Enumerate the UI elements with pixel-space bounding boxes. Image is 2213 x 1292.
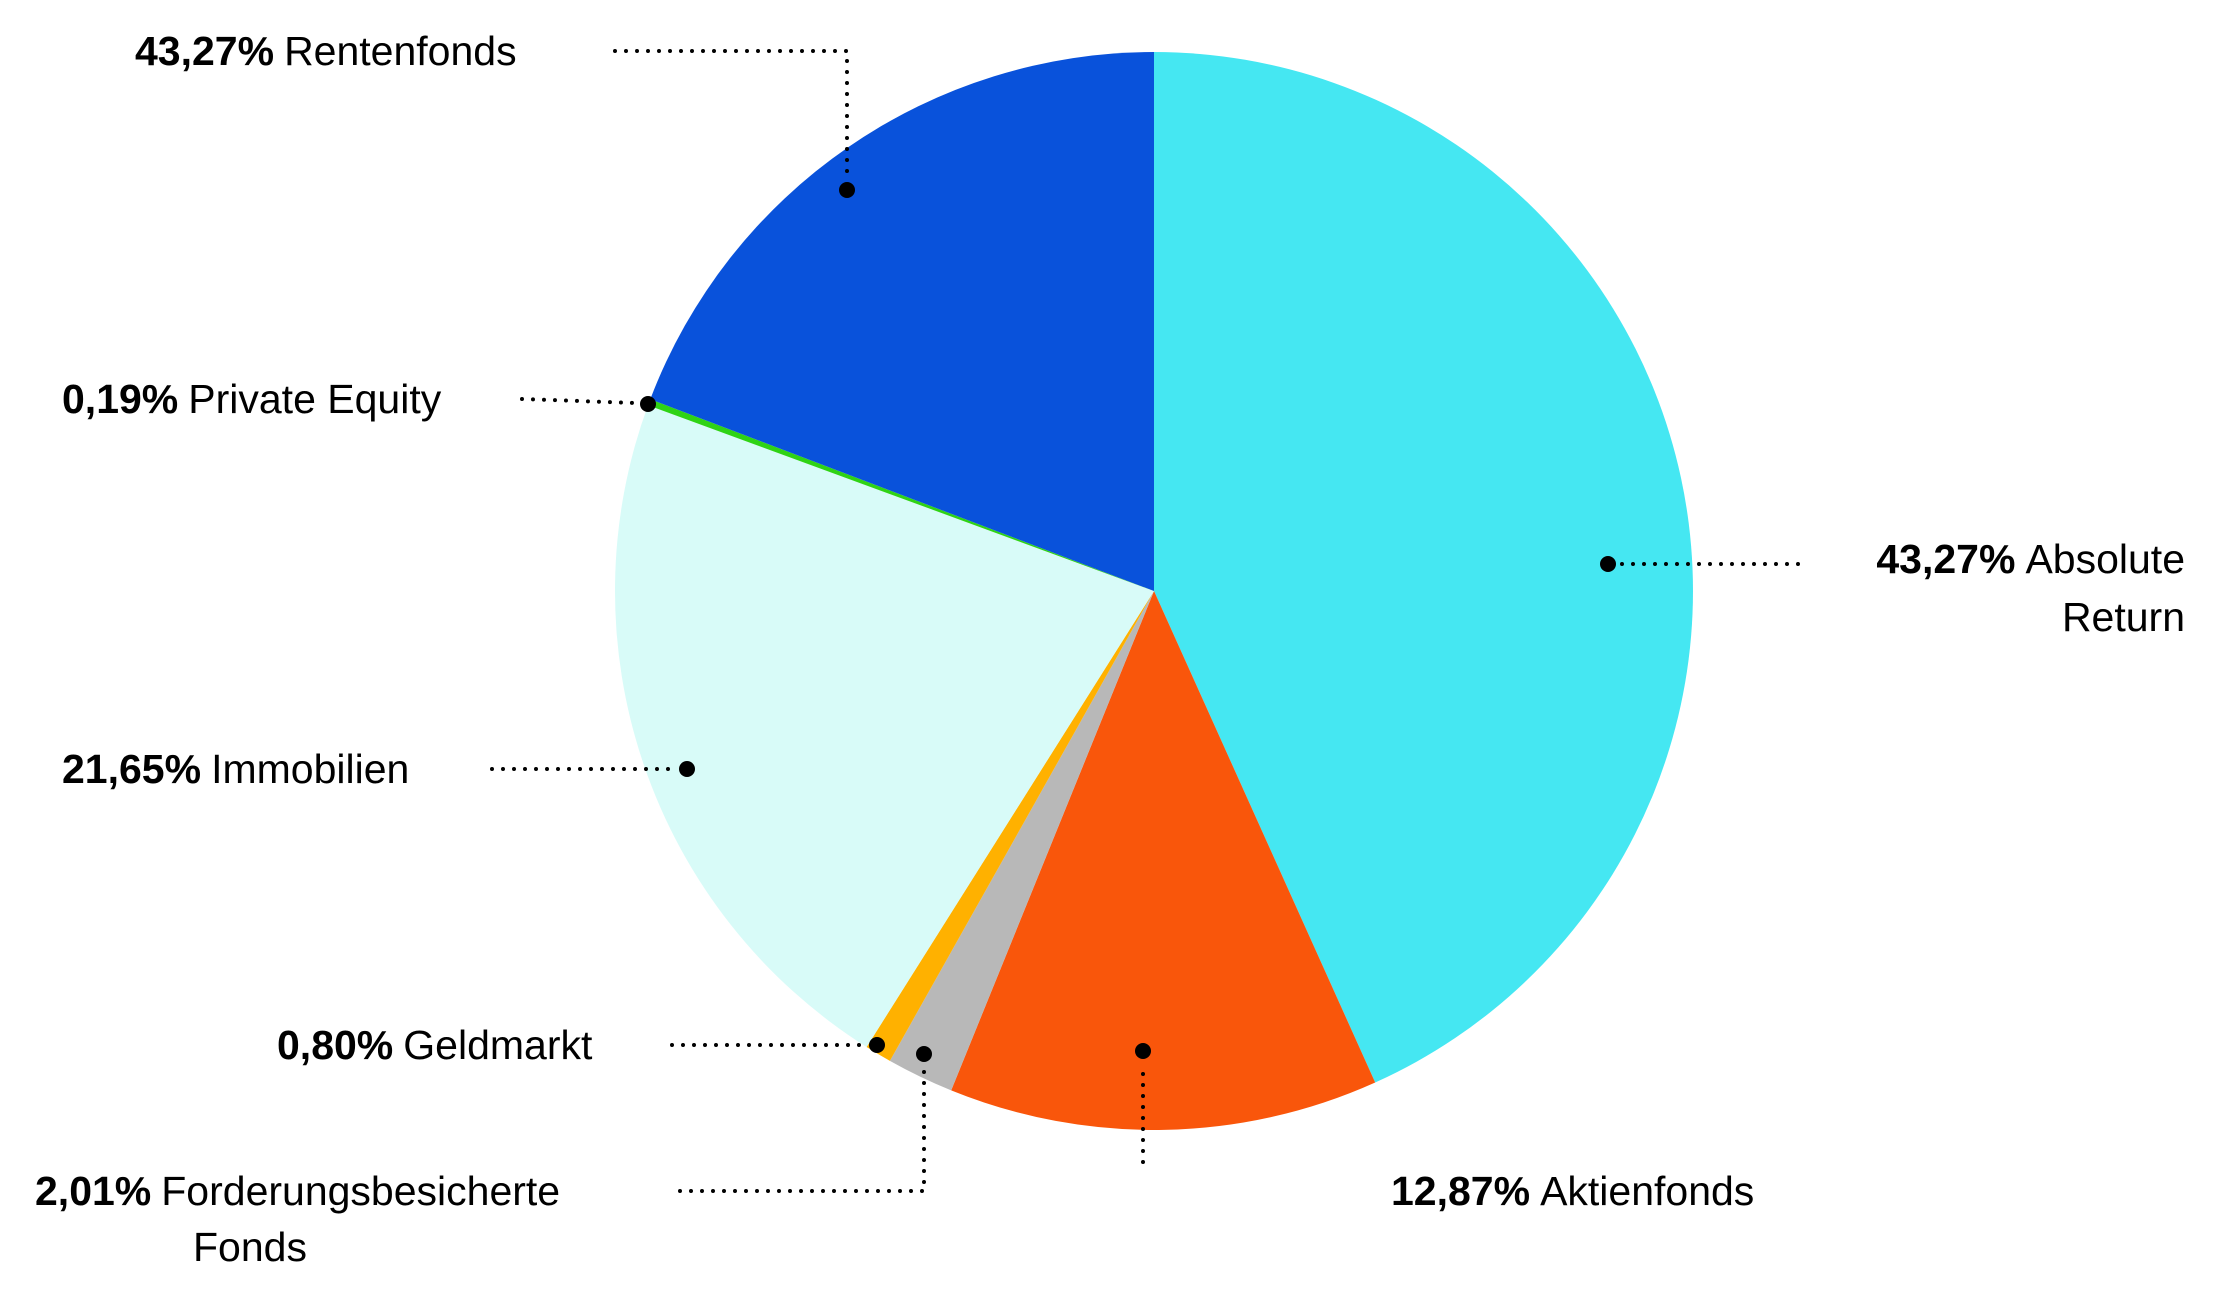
leader-line-forderungsbesicherte — [678, 1066, 926, 1193]
leader-dot-geldmarkt — [869, 1037, 885, 1053]
leader-dot-forderungsbesicherte — [916, 1046, 932, 1062]
absolute-return-name-line2: Return — [2061, 594, 2185, 640]
label-aktienfonds: 12,87% Aktienfonds — [1391, 1166, 1754, 1216]
leader-dot-absolute-return — [1600, 556, 1616, 572]
rentenfonds-percent: 43,27% — [135, 28, 275, 74]
label-private-equity: 0,19% Private Equity — [62, 374, 441, 424]
label-geldmarkt: 0,80% Geldmarkt — [277, 1020, 592, 1070]
leader-line-private-equity — [520, 397, 638, 405]
aktienfonds-percent: 12,87% — [1391, 1168, 1531, 1214]
leader-lines — [490, 49, 1800, 1193]
forderungsbesicherte-percent: 2,01% — [35, 1168, 152, 1214]
leader-dot-immobilien — [679, 761, 695, 777]
private-equity-percent: 0,19% — [62, 376, 179, 422]
leader-dot-rentenfonds — [839, 182, 855, 198]
immobilien-name: Immobilien — [211, 746, 410, 792]
label-immobilien: 21,65% Immobilien — [62, 744, 409, 794]
rentenfonds-name: Rentenfonds — [284, 28, 517, 74]
pie-slice-rentenfonds — [650, 52, 1154, 591]
pie-slices — [614, 52, 1693, 1130]
leader-line-rentenfonds — [613, 49, 849, 178]
label-absolute-return: 43,27% Absolute Return — [1876, 534, 2185, 642]
forderungsbesicherte-name-line1: Forderungsbesicherte — [161, 1168, 561, 1214]
leader-dot-aktienfonds — [1135, 1043, 1151, 1059]
pie-slice-absolute-return — [1154, 52, 1693, 1083]
forderungsbesicherte-name-line2: Fonds — [193, 1224, 307, 1270]
absolute-return-name-line1: Absolute — [2025, 536, 2185, 582]
geldmarkt-name: Geldmarkt — [403, 1022, 593, 1068]
private-equity-name: Private Equity — [188, 376, 442, 422]
pie-slice-aktienfonds — [951, 591, 1376, 1130]
pie-slice-forderungsbesicherte-fonds — [889, 591, 1154, 1091]
immobilien-percent: 21,65% — [62, 746, 202, 792]
geldmarkt-percent: 0,80% — [277, 1022, 394, 1068]
absolute-return-percent: 43,27% — [1876, 536, 2016, 582]
label-rentenfonds: 43,27% Rentenfonds — [135, 26, 517, 76]
pie-slice-private-equity — [648, 399, 1154, 591]
pie-slice-immobilien — [614, 405, 1154, 1047]
aktienfonds-name: Aktienfonds — [1540, 1168, 1755, 1214]
pie-slice-geldmarkt — [866, 591, 1154, 1061]
label-forderungsbesicherte-fonds: 2,01% Forderungsbesicherte Fonds — [35, 1166, 560, 1272]
leader-dot-private-equity — [640, 396, 656, 412]
